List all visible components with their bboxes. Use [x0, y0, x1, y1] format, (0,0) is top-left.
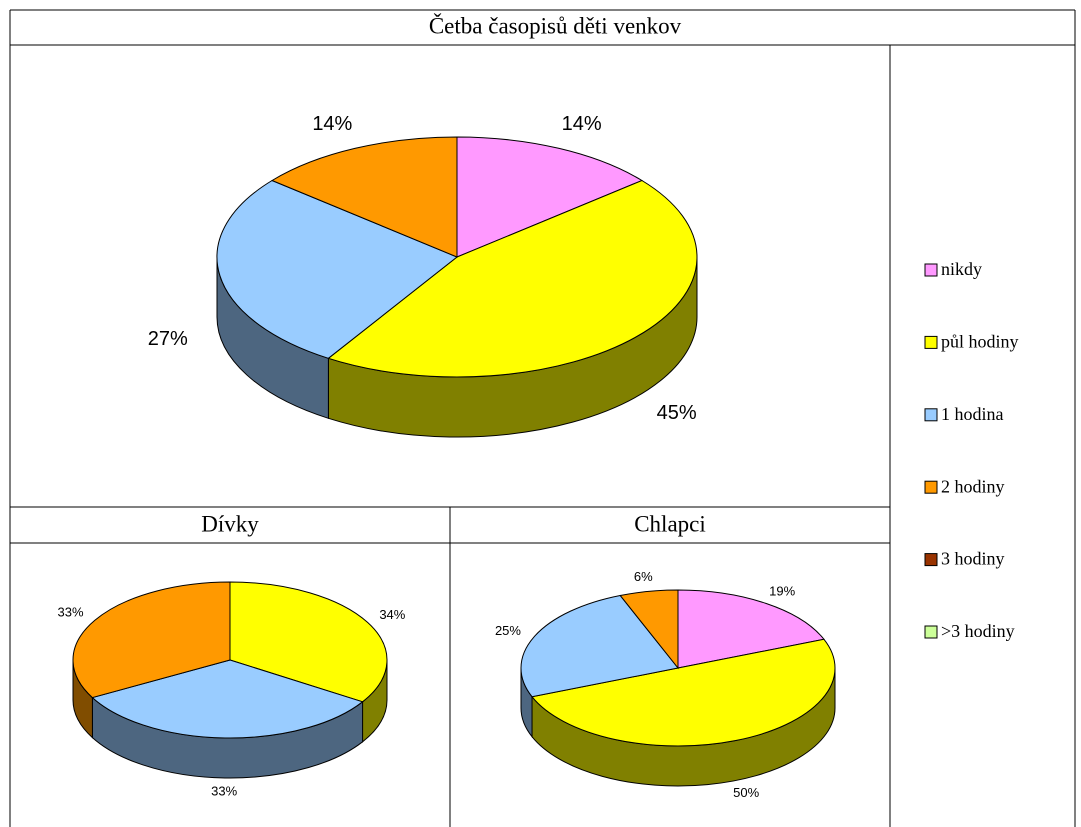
pie-slice: [531, 638, 836, 747]
legend-label: nikdy: [941, 259, 982, 279]
chart-title: Dívky: [201, 511, 259, 536]
pie-slice: [520, 594, 679, 698]
legend-swatch: [924, 480, 938, 494]
data-label: 34%: [379, 607, 405, 622]
data-label: 27%: [148, 328, 188, 350]
legend-swatch: [924, 335, 938, 349]
legend-label: 2 hodiny: [941, 476, 1005, 496]
data-label: 25%: [495, 623, 521, 638]
data-label: 33%: [211, 783, 237, 798]
pie-slice: [216, 179, 458, 359]
pie-slice: [229, 581, 388, 703]
data-label: 33%: [58, 605, 84, 620]
legend-label: půl hodiny: [941, 332, 1019, 352]
data-label: 19%: [769, 583, 795, 598]
data-label: 14%: [562, 113, 602, 135]
pie-slice: [456, 136, 644, 258]
chart-title: Četba časopisů děti venkov: [429, 12, 682, 38]
pie-slice: [270, 136, 458, 258]
table-frame: [9, 9, 1076, 827]
pie-slice: [327, 179, 698, 378]
data-label: 14%: [312, 113, 352, 135]
data-label: 50%: [733, 785, 759, 800]
chart-title: Chlapci: [634, 511, 706, 536]
legend-swatch: [924, 263, 938, 277]
legend-label: >3 hodiny: [941, 621, 1015, 641]
legend-label: 3 hodiny: [941, 549, 1005, 569]
legend-label: 1 hodina: [941, 404, 1004, 424]
legend-swatch: [924, 553, 938, 567]
data-label: 45%: [657, 402, 697, 424]
legend-swatch: [924, 408, 938, 422]
data-label: 6%: [634, 569, 653, 584]
pie-slice: [72, 581, 231, 699]
pie-slice: [677, 589, 825, 669]
pie-slice: [619, 589, 679, 670]
legend-swatch: [924, 625, 938, 639]
